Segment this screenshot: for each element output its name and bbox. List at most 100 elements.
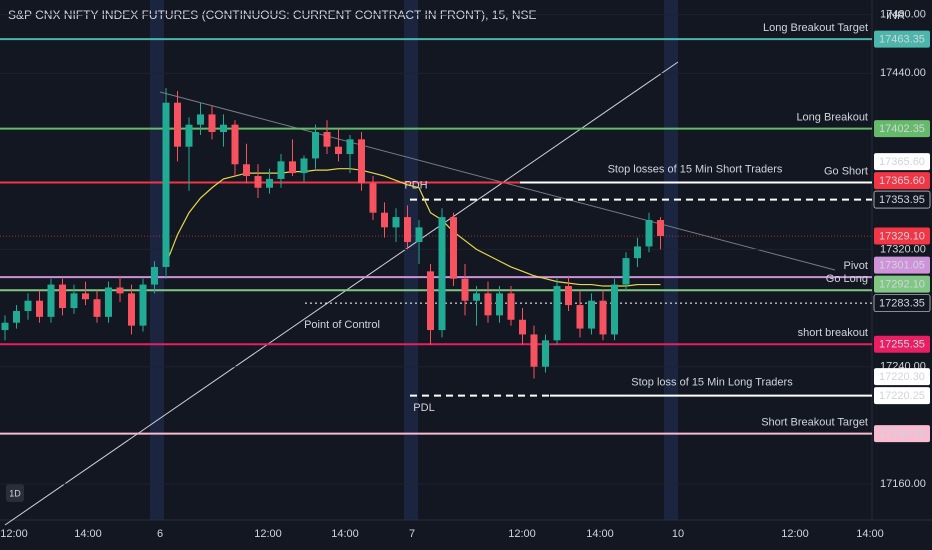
candle-body — [13, 310, 20, 323]
candle-body — [266, 178, 273, 188]
price-tag — [874, 120, 930, 138]
price-tag-label: 17329.10 — [879, 230, 925, 242]
price-tag — [874, 425, 930, 443]
candle-body — [59, 284, 66, 309]
price-tag — [874, 172, 930, 190]
price-tag-label: 17220.25 — [879, 390, 925, 402]
candle-body — [496, 293, 503, 316]
price-tag-label: 17194.35 — [879, 428, 925, 440]
price-tag — [874, 368, 930, 386]
candle-body — [335, 146, 342, 155]
price-tag — [874, 335, 930, 353]
candle-body — [369, 183, 377, 213]
y-tick-label: 17480.00 — [880, 9, 926, 21]
candle-body — [576, 305, 584, 329]
candle-body — [588, 300, 595, 329]
candle-body — [82, 293, 89, 300]
level-label: Long Breakout — [796, 111, 868, 123]
candle-body — [116, 287, 124, 294]
interval-label: 1D — [9, 488, 21, 498]
y-tick-label: 17320.00 — [880, 243, 926, 255]
x-tick-label: 6 — [157, 528, 163, 540]
price-tag — [874, 256, 930, 274]
price-tag-label: 17353.95 — [879, 194, 925, 206]
candle-body — [461, 278, 469, 301]
price-tag — [874, 275, 930, 293]
candle-body — [622, 258, 630, 285]
candle-body — [599, 300, 607, 335]
candle-body — [565, 286, 572, 306]
candle-body — [197, 114, 204, 125]
candle-body — [634, 246, 641, 259]
chart-title: S&P CNX NIFTY INDEX FUTURES (CONTINUOUS:… — [8, 8, 537, 22]
candle-body — [105, 287, 112, 317]
candle-body — [208, 114, 216, 133]
level-label: Pivot — [844, 260, 868, 272]
candle-body — [484, 293, 492, 316]
interval-badge[interactable] — [6, 484, 24, 502]
candle-body — [657, 220, 664, 237]
candle-body — [151, 266, 158, 285]
guide-label: Stop loss of 15 Min Long Traders — [631, 377, 793, 389]
trendline — [159, 91, 836, 271]
x-tick-label: 12:00 — [0, 528, 28, 540]
session-band — [664, 0, 678, 520]
session-band — [404, 0, 418, 520]
candle-body — [220, 124, 227, 133]
candle-body — [300, 158, 308, 174]
annotation: Point of Control — [304, 319, 380, 331]
candle-body — [323, 132, 331, 147]
level-label: Short Breakout Target — [761, 417, 868, 429]
candle-body — [277, 161, 285, 179]
candle-body — [381, 212, 388, 228]
annotation: PDH — [404, 179, 427, 191]
candle-body — [530, 334, 538, 367]
candle-body — [542, 340, 549, 367]
x-tick-label: 14:00 — [74, 528, 102, 540]
level-label: Go Short — [824, 165, 868, 177]
level-label: Go Long — [826, 273, 868, 285]
x-tick-label: 14:00 — [331, 528, 359, 540]
level-label: Long Breakout Target — [763, 22, 868, 34]
candle-body — [450, 217, 457, 279]
candle-body — [611, 284, 618, 335]
price-tag-label: 17365.60 — [879, 175, 925, 187]
candle-body — [174, 102, 181, 147]
candle-body — [289, 161, 296, 174]
price-tag — [874, 153, 930, 171]
candle-body — [358, 139, 365, 184]
candle-body — [427, 271, 434, 331]
candle-body — [312, 132, 319, 159]
candle-body — [243, 164, 250, 177]
price-tag — [874, 227, 930, 245]
level-label: short breakout — [798, 327, 868, 339]
price-tag-label: 17365.60 — [879, 156, 925, 168]
price-tag — [873, 190, 931, 209]
candle-body — [1, 322, 9, 331]
candle-body — [553, 286, 561, 341]
candle-body — [404, 217, 411, 243]
x-tick-label: 12:00 — [781, 528, 809, 540]
currency: INR — [886, 10, 905, 22]
candle-body — [645, 220, 653, 247]
price-tag-label: 17292.10 — [879, 279, 925, 291]
candle-body — [93, 299, 101, 317]
candle-body — [254, 176, 262, 188]
candle-body — [519, 319, 526, 335]
candle-body — [415, 227, 423, 243]
x-tick-label: 14:00 — [586, 528, 614, 540]
candle-body — [47, 284, 55, 317]
candle-body — [24, 300, 32, 311]
price-tag — [874, 30, 930, 48]
candle-body — [36, 300, 43, 317]
x-tick-label: 12:00 — [508, 528, 536, 540]
price-tag — [873, 294, 931, 312]
x-tick-label: 7 — [409, 528, 415, 540]
price-tag-label: 17283.35 — [879, 298, 925, 310]
candle-body — [70, 293, 78, 309]
x-tick-label: 14:00 — [856, 528, 884, 540]
candle-body — [139, 284, 147, 326]
